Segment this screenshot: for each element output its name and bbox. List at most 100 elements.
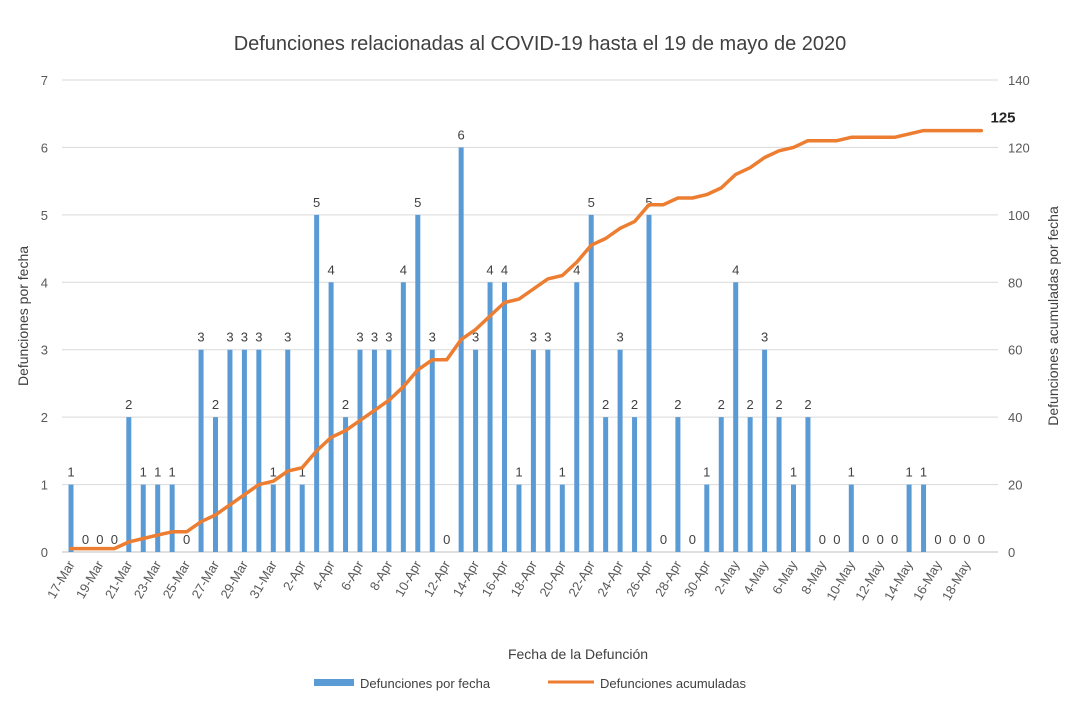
bar-data-label: 5 (588, 195, 595, 210)
bar-data-label: 3 (371, 330, 378, 345)
right-axis-label: Defunciones acumuladas por fecha (1045, 206, 1061, 426)
bar (704, 484, 710, 552)
bar (559, 484, 565, 552)
left-tick-label: 7 (41, 73, 48, 88)
left-tick-label: 6 (41, 140, 48, 155)
bar (155, 484, 161, 552)
bar-data-label: 6 (458, 127, 465, 142)
bar-data-label: 3 (429, 330, 436, 345)
cumulative-line-series: 1 2 5 (69, 110, 1016, 551)
bar-data-label: 4 (573, 262, 580, 277)
bar-data-label: 0 (949, 532, 956, 547)
bar-data-label: 0 (183, 532, 190, 547)
left-tick-label: 2 (41, 410, 48, 425)
bar (791, 484, 796, 552)
bar (921, 484, 927, 552)
x-axis-label: Fecha de la Defunción (508, 646, 648, 662)
bar-data-label: 0 (934, 532, 941, 547)
right-tick-label: 20 (1008, 478, 1022, 493)
bar (574, 282, 580, 552)
legend: Defunciones por fecha Defunciones acumul… (314, 676, 746, 691)
bar (270, 484, 276, 552)
bar-data-label: 3 (530, 330, 537, 345)
bar-data-label: 1 (67, 465, 74, 480)
bar-data-label: 0 (82, 532, 89, 547)
bar-data-label: 2 (804, 397, 811, 412)
bar-data-label: 1 (169, 465, 176, 480)
right-tick-label: 40 (1008, 410, 1022, 425)
bar-data-label: 5 (645, 195, 652, 210)
bar-data-label: 2 (342, 397, 349, 412)
bar-data-label: 0 (819, 532, 826, 547)
bar (314, 214, 320, 552)
bar (516, 484, 522, 552)
bar-data-label: 3 (284, 330, 291, 345)
bar (429, 349, 435, 552)
bar (386, 349, 392, 552)
bar-data-label: 2 (674, 397, 681, 412)
bar (140, 484, 146, 552)
bar-data-label: 0 (877, 532, 884, 547)
bar (198, 349, 204, 552)
right-tick-label: 80 (1008, 275, 1022, 290)
bar-data-label: 0 (689, 532, 696, 547)
left-tick-label: 4 (41, 275, 48, 290)
legend-label-line: Defunciones acumuladas (600, 676, 746, 691)
bar-data-label: 0 (833, 532, 840, 547)
bar-data-label: 4 (486, 262, 493, 277)
bar-data-label: 0 (978, 532, 985, 547)
bar-data-label: 0 (96, 532, 103, 547)
bar (213, 417, 218, 552)
left-tick-label: 5 (41, 208, 48, 223)
bar (617, 349, 623, 552)
bar-data-label: 1 (905, 465, 912, 480)
bar-data-label: 2 (775, 397, 782, 412)
bar (502, 282, 507, 552)
bar (805, 417, 811, 552)
bar-data-label: 4 (327, 262, 334, 277)
bar-data-label: 0 (443, 532, 450, 547)
bar (530, 349, 536, 552)
bar-data-label: 3 (616, 330, 623, 345)
bar-data-label: 1 (140, 465, 147, 480)
bar-data-label: 3 (385, 330, 392, 345)
bar-data-label: 1 (920, 465, 927, 480)
cumulative-line (69, 128, 984, 551)
bar-data-label: 1 (790, 465, 797, 480)
bar (169, 484, 175, 552)
bar-data-label: 1 (299, 465, 306, 480)
bar-series (68, 147, 927, 552)
bar-data-label: 1 (559, 465, 566, 480)
left-axis-label: Defunciones por fecha (15, 246, 31, 386)
legend-swatch-bars (314, 679, 354, 686)
bar (646, 214, 652, 552)
bar (675, 417, 681, 552)
bar-data-label: 2 (718, 397, 725, 412)
line-end-label: 125 (990, 110, 1015, 127)
bar (603, 417, 609, 552)
bar (415, 214, 421, 552)
bar (545, 349, 551, 552)
bar (632, 417, 638, 552)
bar (747, 417, 753, 552)
bar-data-label: 1 (703, 465, 710, 480)
bar (762, 349, 768, 552)
bar-data-label: 2 (212, 397, 219, 412)
left-axis-ticks: 0 1 2 3 4 5 6 7 (41, 73, 48, 560)
bar (733, 282, 739, 552)
bar-data-label: 0 (111, 532, 118, 547)
chart-title: Defunciones relacionadas al COVID-19 has… (234, 33, 847, 55)
bar (906, 484, 912, 552)
bar (357, 349, 363, 552)
right-tick-label: 140 (1008, 73, 1030, 88)
bar (256, 349, 262, 552)
bar (718, 417, 724, 552)
right-tick-label: 0 (1008, 545, 1015, 560)
legend-label-bars: Defunciones por fecha (360, 676, 491, 691)
bar (848, 484, 854, 552)
bar (400, 282, 406, 552)
bar-data-label: 2 (747, 397, 754, 412)
